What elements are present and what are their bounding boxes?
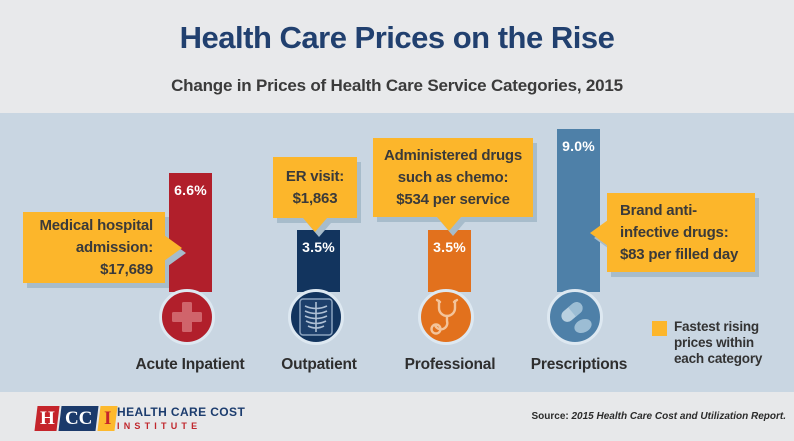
category-label-professional: Professional — [404, 356, 496, 373]
bar-value-label: 3.5% — [433, 239, 466, 255]
callout-line: Brand anti- — [620, 201, 697, 219]
logo-name-line1: HEALTH CARE COST — [117, 405, 246, 419]
category-label-prescriptions: Prescriptions — [530, 356, 628, 373]
source-citation: Source: 2015 Health Care Cost and Utiliz… — [531, 411, 786, 422]
medical-cross-icon — [172, 302, 202, 332]
legend-label: Fastest rising prices within each catego… — [674, 319, 762, 367]
logo-tile-cc: CC — [58, 406, 99, 431]
bar-prescriptions: 9.0% — [557, 129, 600, 292]
hcci-logo: H CC I — [34, 406, 118, 431]
callout-arrow-down — [303, 218, 327, 232]
footer: H CC I HEALTH CARE COST INSTITUTE Source… — [0, 392, 794, 441]
pills-icon — [561, 302, 592, 334]
bar-acute-inpatient: 6.6% — [169, 173, 212, 292]
callout-line: such as chemo: — [397, 168, 509, 186]
callout-line: ER visit: — [285, 167, 345, 185]
ribcage-xray-icon — [299, 298, 333, 336]
callout-arrow-left — [590, 219, 608, 246]
callout-line: Medical hospital — [39, 216, 154, 234]
legend-line: prices within — [674, 335, 754, 350]
outpatient-circle — [288, 289, 344, 345]
legend-swatch — [652, 321, 667, 336]
logo-wordmark: HEALTH CARE COST INSTITUTE — [117, 405, 245, 431]
legend-line: each category — [674, 351, 763, 366]
callout-line: $17,689 — [100, 260, 153, 278]
callout-arrow-down — [437, 217, 461, 231]
chart-panel: 6.6% 3.5% 3.5% 9.0% — [0, 113, 794, 392]
header: Health Care Prices on the Rise Change in… — [0, 0, 794, 113]
source-prefix: Source: — [531, 411, 569, 422]
logo-tile-i: I — [97, 406, 118, 431]
callout-acute-inpatient: Medical hospital admission: $17,689 — [23, 212, 182, 283]
prescriptions-circle — [547, 289, 603, 345]
callout-line: $1,863 — [292, 189, 338, 207]
callout-prescriptions: Brand anti- infective drugs: $83 per fil… — [590, 193, 755, 272]
logo-tile-h: H — [34, 406, 60, 431]
logo-name-line2: INSTITUTE — [117, 421, 202, 431]
bar-professional: 3.5% — [428, 230, 471, 292]
callout-outpatient: ER visit: $1,863 — [273, 157, 357, 232]
callout-line: infective drugs: — [620, 223, 729, 241]
legend-line: Fastest rising — [674, 319, 759, 334]
category-label-acute-inpatient: Acute Inpatient — [135, 356, 245, 373]
bar-value-label: 9.0% — [562, 138, 595, 154]
page-subtitle: Change in Prices of Health Care Service … — [171, 76, 623, 95]
professional-circle — [418, 289, 474, 345]
category-label-outpatient: Outpatient — [281, 356, 357, 373]
acute-inpatient-circle — [159, 289, 215, 345]
bar-value-label: 6.6% — [174, 182, 207, 198]
source-report-title: 2015 Health Care Cost and Utilization Re… — [571, 411, 787, 422]
callout-line: $83 per filled day — [620, 245, 739, 263]
bar-outpatient: 3.5% — [297, 230, 340, 292]
bar-value-label: 3.5% — [302, 239, 335, 255]
callout-professional: Administered drugs such as chemo: $534 p… — [373, 138, 533, 231]
callout-line: Administered drugs — [383, 146, 523, 164]
callout-line: admission: — [75, 238, 153, 256]
callout-arrow-right — [164, 234, 182, 261]
stethoscope-icon — [430, 298, 459, 335]
page-title: Health Care Prices on the Rise — [179, 20, 615, 55]
callout-line: $534 per service — [396, 190, 510, 208]
